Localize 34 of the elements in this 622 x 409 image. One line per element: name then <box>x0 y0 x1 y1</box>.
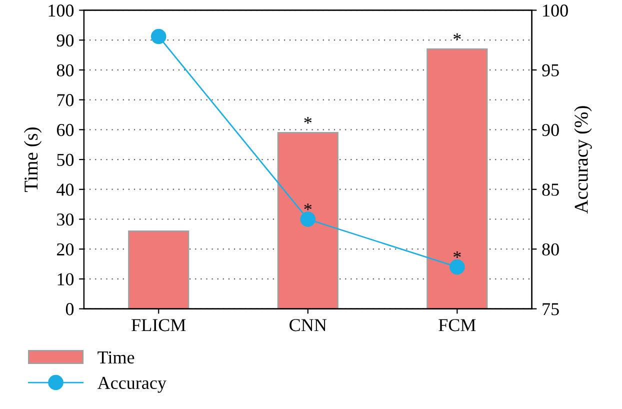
x-tick-label: FLICM <box>132 319 186 332</box>
y-tick-label: 10 <box>58 273 74 286</box>
y2-axis-title: Accuracy (%) <box>574 106 592 214</box>
point <box>300 212 316 227</box>
legend-label: Accuracy <box>97 376 166 393</box>
x-tick-label: FCM <box>438 319 476 332</box>
y-tick-label: 50 <box>57 154 74 166</box>
bar <box>277 132 338 309</box>
y2-tick-label: 90 <box>542 124 559 136</box>
annotation: * <box>304 204 312 210</box>
y-axis-title: Time (s) <box>24 128 42 192</box>
y2-tick-label: 80 <box>542 243 559 256</box>
y-tick-label: 100 <box>48 4 74 17</box>
y-tick-label: 0 <box>66 303 74 316</box>
y-tick-label: 30 <box>57 213 74 226</box>
y-tick-label: 90 <box>56 34 74 47</box>
y-tick-label: 20 <box>56 243 74 256</box>
y-tick-label: 70 <box>57 94 74 106</box>
point <box>150 28 166 44</box>
bar <box>426 48 488 309</box>
annotation: * <box>454 33 461 40</box>
point <box>450 259 465 275</box>
annotation: * <box>454 251 461 258</box>
y2-tick-label: 75 <box>542 303 559 316</box>
y2-tick-label: 85 <box>542 184 559 196</box>
y2-tick-label: 100 <box>543 4 568 17</box>
bar <box>128 230 190 309</box>
y2-tick-label: 95 <box>542 64 559 76</box>
x-tick-label: CNN <box>290 319 327 332</box>
y-tick-label: 40 <box>56 184 74 196</box>
y-tick-label: 80 <box>56 64 74 76</box>
annotation: * <box>304 116 312 124</box>
legend-label: Time <box>98 351 134 364</box>
y-tick-label: 60 <box>56 124 74 136</box>
